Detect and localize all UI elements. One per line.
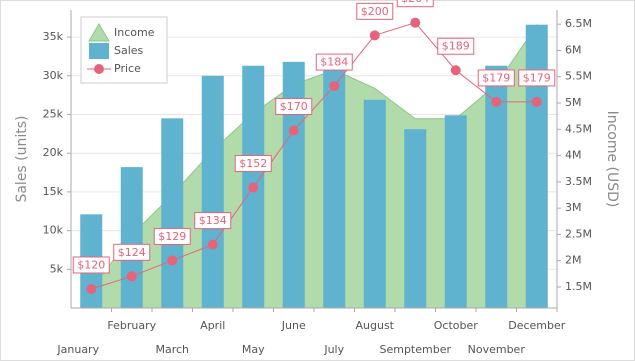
data-label: $134 (194, 212, 232, 230)
bar (525, 24, 548, 309)
legend-label: Price (114, 62, 141, 75)
y2-tick-label: 4.5M (565, 122, 592, 135)
data-label-box (437, 37, 475, 55)
bar (444, 115, 467, 308)
data-label-box (72, 256, 110, 274)
x-tick-label: March (155, 343, 189, 356)
data-label-text: $200 (361, 5, 389, 18)
data-label: $179 (518, 69, 556, 87)
data-label-text: $129 (158, 230, 186, 243)
point (288, 125, 299, 136)
point (248, 182, 259, 193)
point (410, 17, 421, 28)
data-label-box (518, 69, 556, 87)
x-tick-label: Semptember (379, 343, 451, 356)
bar (201, 75, 224, 308)
bar (485, 65, 508, 308)
y-tick-label: 25k (43, 107, 64, 120)
bar (282, 61, 305, 308)
line (91, 22, 537, 290)
x-tick-label: August (356, 319, 395, 332)
data-label: $129 (153, 227, 191, 245)
data-label: $189 (437, 37, 475, 55)
x-tick-label: December (508, 319, 566, 332)
legend-label: Income (114, 26, 155, 39)
point (126, 271, 137, 282)
data-label: $120 (72, 256, 110, 274)
point (207, 239, 218, 250)
x-tick-label: November (468, 343, 526, 356)
y-tick-label: 5k (50, 262, 64, 275)
data-label: $200 (356, 2, 394, 20)
data-label-text: $134 (199, 214, 227, 227)
y-tick-label: 20k (43, 146, 64, 159)
x-tick-label: October (434, 319, 478, 332)
data-label-box (234, 155, 272, 173)
y-tick-label: 35k (43, 30, 64, 43)
legend-swatch (89, 43, 109, 59)
data-label-box (275, 97, 313, 115)
data-label-text: $204 (401, 0, 429, 5)
bar (120, 167, 143, 308)
data-label-text: $124 (118, 246, 146, 259)
y2-axis-title: Income (USD) (604, 111, 620, 208)
point (531, 96, 542, 107)
data-label: $204 (396, 0, 434, 8)
data-label-box (315, 53, 353, 71)
y2-tick-label: 3M (565, 201, 582, 214)
y2-tick-label: 2M (565, 254, 582, 267)
point (369, 30, 380, 41)
y-tick-label: 10k (43, 224, 64, 237)
data-label-text: $179 (523, 71, 551, 84)
x-tick-label: June (281, 319, 306, 332)
y2-tick-label: 4M (565, 149, 582, 162)
y2-tick-label: 2.5M (565, 227, 592, 240)
bar (363, 99, 386, 308)
data-label-box (477, 69, 515, 87)
y2-tick-label: 6M (565, 43, 582, 56)
x-tick-label: January (56, 343, 99, 356)
x-tick-label: July (323, 343, 344, 356)
legend-swatch (94, 64, 104, 74)
data-label: $170 (275, 97, 313, 115)
y-axis-title: Sales (units) (14, 115, 30, 202)
point (491, 96, 502, 107)
legend-swatch (88, 23, 110, 42)
bar (161, 118, 184, 308)
point (86, 283, 97, 294)
data-label-box (194, 212, 232, 230)
y2-tick-label: 1.5M (565, 280, 592, 293)
data-label: $124 (113, 243, 151, 261)
data-label-text: $179 (482, 71, 510, 84)
data-label-box (113, 243, 151, 261)
x-tick-label: February (107, 319, 156, 332)
data-label-text: $184 (320, 56, 348, 69)
data-label: $152 (234, 155, 272, 173)
data-label-text: $120 (77, 258, 105, 271)
y-tick-label: 15k (43, 185, 64, 198)
point (329, 81, 340, 92)
x-tick-label: April (200, 319, 225, 332)
y2-tick-label: 3.5M (565, 175, 592, 188)
bar (404, 129, 427, 308)
y2-tick-label: 6.5M (565, 17, 592, 30)
data-label-text: $152 (239, 157, 267, 170)
y2-tick-label: 5.5M (565, 70, 592, 83)
y-tick-label: 30k (43, 69, 64, 82)
x-tick-label: May (242, 343, 265, 356)
data-label-text: $170 (280, 100, 308, 113)
legend-label: Sales (114, 44, 144, 57)
point (450, 65, 461, 76)
legend: Income Sales Price (80, 16, 168, 84)
data-label-box (153, 227, 191, 245)
bar (323, 70, 346, 308)
data-label: $179 (477, 69, 515, 87)
data-label: $184 (315, 53, 353, 71)
point (167, 255, 178, 266)
y2-tick-label: 5M (565, 96, 582, 109)
data-label-text: $189 (442, 40, 470, 53)
data-label-box (356, 2, 394, 20)
data-label-box (396, 0, 434, 8)
